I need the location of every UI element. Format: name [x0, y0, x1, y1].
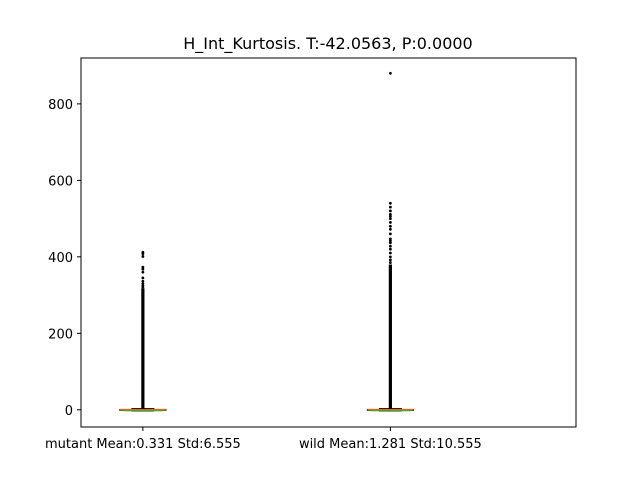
- outlier-point: [388, 205, 392, 209]
- outlier-point: [141, 282, 145, 286]
- outlier-point: [141, 270, 145, 274]
- y-tick-label: 800: [48, 98, 73, 113]
- outlier-point: [388, 232, 392, 236]
- y-tick-label: 600: [48, 174, 73, 189]
- outlier-point: [388, 221, 392, 224]
- x-axis: mutant Mean:0.331 Std:6.555 wild Mean:1.2…: [45, 427, 482, 452]
- outlier-point: [388, 209, 392, 213]
- box-group-mutant: [119, 250, 167, 412]
- outlier-point: [141, 265, 145, 269]
- outlier-point: [388, 217, 392, 221]
- outlier-point: [388, 244, 392, 248]
- outlier-point: [388, 255, 392, 259]
- outlier-point: [141, 250, 145, 254]
- y-tick-label: 0: [65, 404, 73, 419]
- outlier-point: [388, 224, 392, 228]
- plot-content: [119, 71, 414, 412]
- outlier-point: [388, 237, 392, 241]
- chart-title: H_Int_Kurtosis. T:-42.0563, P:0.0000: [183, 34, 472, 54]
- x-tick-label: wild Mean:1.281 Std:10.555: [299, 437, 482, 452]
- outlier-point: [388, 247, 392, 251]
- y-tick-label: 400: [48, 251, 73, 266]
- outlier-point: [141, 279, 145, 283]
- outlier-point: [388, 201, 392, 205]
- outlier-point: [388, 251, 392, 255]
- x-tick-label: mutant Mean:0.331 Std:6.555: [45, 437, 241, 452]
- outlier-point: [141, 255, 145, 258]
- outlier-point: [388, 212, 392, 216]
- y-tick-label: 200: [48, 327, 73, 342]
- y-axis: 0 200 400 600 800: [48, 98, 81, 419]
- box-group-wild: [366, 71, 414, 412]
- outlier-point: [388, 261, 392, 264]
- outlier-point: [388, 227, 392, 231]
- plot-frame: [80, 57, 577, 428]
- outlier-point: [388, 258, 392, 262]
- outlier-point: [141, 276, 145, 280]
- outlier-point: [388, 71, 392, 75]
